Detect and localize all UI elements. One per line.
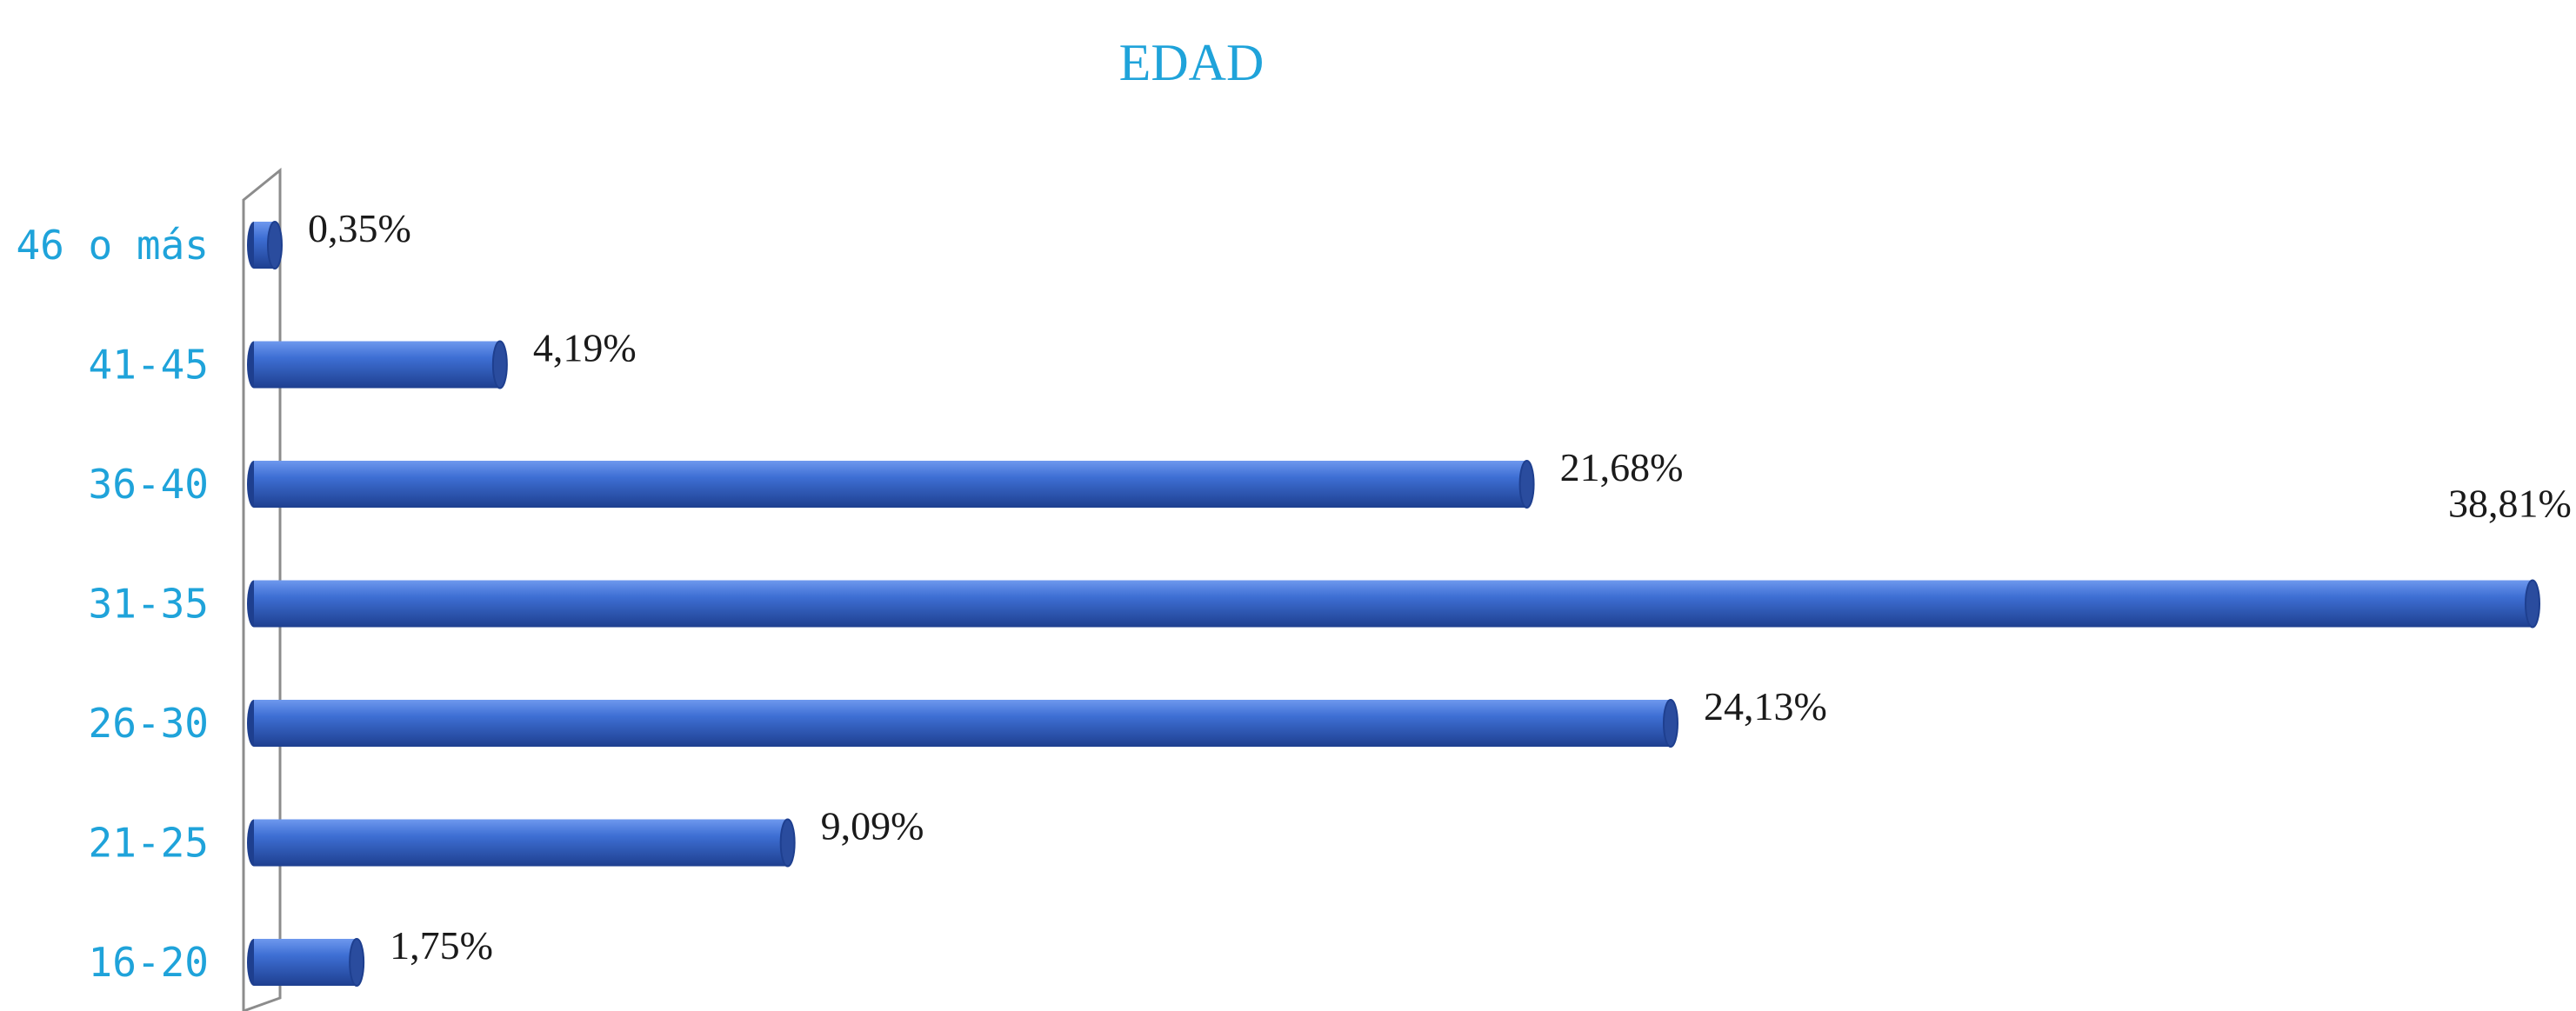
data-label: 0,35%: [308, 206, 411, 250]
bar: [247, 340, 508, 389]
category-axis: [242, 167, 282, 1011]
category-label: 36-40: [89, 461, 209, 508]
data-label: 21,68%: [1560, 445, 1684, 489]
bar: [247, 699, 1678, 748]
category-label: 21-25: [89, 820, 209, 867]
category-label: 41-45: [89, 342, 209, 389]
data-label: 38,81%: [2448, 482, 2572, 526]
category-label: 26-30: [89, 700, 209, 747]
data-label: 24,13%: [1704, 684, 1827, 728]
category-label: 16-20: [89, 939, 209, 986]
bar: [247, 460, 1535, 509]
data-label: 1,75%: [390, 923, 493, 968]
bar: [247, 818, 796, 868]
bar-body: [254, 461, 1527, 508]
bar: [247, 938, 365, 987]
bar-right-cap: [779, 818, 796, 868]
bar-right-cap: [2525, 579, 2540, 629]
category-label: 31-35: [89, 581, 209, 628]
bars: [247, 221, 2540, 987]
bar-body: [254, 939, 357, 986]
bar-body: [254, 580, 2533, 628]
bar: [247, 221, 283, 269]
data-label: 9,09%: [821, 804, 924, 848]
data-label: 4,19%: [533, 326, 637, 370]
bar-right-cap: [1662, 699, 1678, 748]
labels: 16-20 1,75% 21-25 9,09% 26-30 24,13% 31-35 38,8…: [16, 206, 2571, 986]
bar-right-cap: [1518, 460, 1535, 509]
bar-right-cap: [349, 938, 365, 987]
bar-right-cap: [267, 221, 283, 269]
bar-right-cap: [491, 340, 508, 389]
bar-body: [254, 700, 1671, 747]
axis-wall: [242, 167, 282, 1011]
bar-body: [254, 341, 500, 389]
chart-title: EDAD: [1119, 34, 1265, 91]
category-label: 46 o más: [16, 222, 209, 269]
bar-body: [254, 819, 788, 867]
bar: [247, 579, 2540, 629]
